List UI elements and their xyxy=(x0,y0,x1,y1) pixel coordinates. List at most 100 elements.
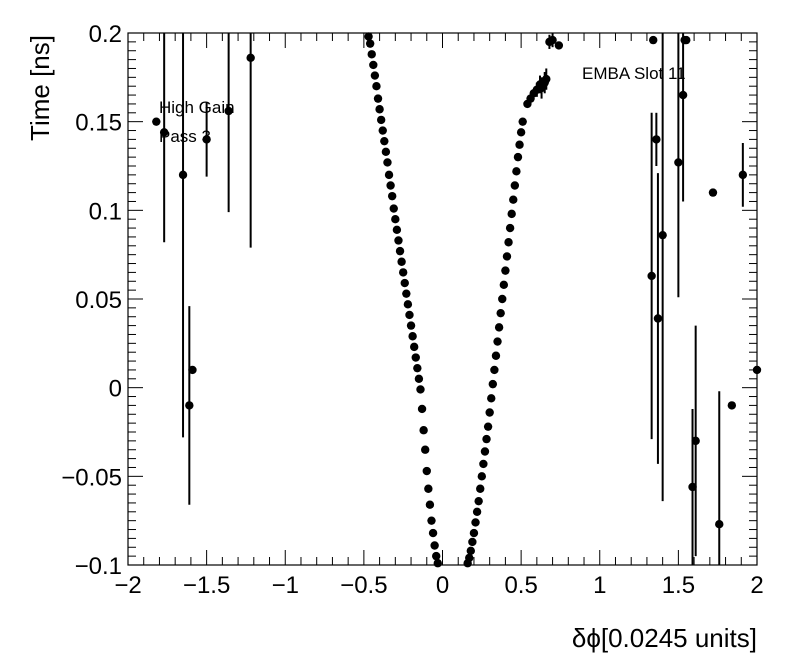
x-tick-label: −1.5 xyxy=(183,572,230,599)
data-point xyxy=(652,135,661,144)
data-point xyxy=(202,135,211,144)
data-point xyxy=(487,394,496,403)
data-point xyxy=(409,342,419,352)
data-point xyxy=(422,466,431,476)
data-point xyxy=(152,117,161,126)
y-tick-label: 0.1 xyxy=(89,198,122,225)
data-point xyxy=(159,128,169,137)
data-point xyxy=(417,404,427,414)
data-point xyxy=(432,551,441,561)
data-point xyxy=(485,408,494,417)
data-point xyxy=(474,496,483,506)
data-point xyxy=(715,520,724,529)
data-point xyxy=(480,447,490,456)
data-point xyxy=(482,434,491,444)
data-point xyxy=(469,528,479,538)
data-point xyxy=(178,170,188,180)
data-point xyxy=(364,32,373,41)
data-point xyxy=(367,50,376,59)
data-point xyxy=(493,337,502,346)
data-point xyxy=(402,289,411,298)
data-point xyxy=(708,188,718,197)
data-point xyxy=(691,436,700,446)
data-point xyxy=(433,559,442,568)
data-point xyxy=(468,537,477,547)
x-tick-label: −1 xyxy=(272,572,299,599)
data-point xyxy=(491,351,501,360)
data-point xyxy=(408,332,417,341)
data-point xyxy=(466,546,476,556)
y-axis: −0.1 −0.05 0 0.05 0.1 0.15 0.2 xyxy=(61,21,757,580)
data-point xyxy=(406,321,416,330)
data-point xyxy=(465,553,474,563)
data-point xyxy=(373,94,383,103)
data-point xyxy=(428,528,438,538)
data-point xyxy=(504,238,513,247)
data-point xyxy=(375,105,384,114)
data-point xyxy=(397,257,406,266)
data-point xyxy=(674,158,683,167)
data-point xyxy=(224,106,233,116)
data-point xyxy=(421,445,430,454)
y-tick-label: 0.05 xyxy=(75,287,122,314)
data-point xyxy=(378,126,387,135)
data-point xyxy=(727,401,737,410)
data-point xyxy=(188,365,197,375)
x-tick-label: 1.5 xyxy=(662,572,695,599)
data-point xyxy=(499,280,509,290)
data-point xyxy=(502,252,512,261)
data-point xyxy=(510,181,520,190)
data-point xyxy=(476,484,485,493)
y-axis-title: Time [ns] xyxy=(25,35,55,141)
annotation-emba-slot: EMBA Slot 11 xyxy=(582,64,686,83)
data-point xyxy=(515,140,524,149)
data-point xyxy=(505,223,515,233)
data-point xyxy=(501,266,510,275)
data-point xyxy=(387,191,397,201)
data-point xyxy=(488,379,498,389)
y-tick-label: 0.2 xyxy=(89,21,122,48)
x-axis-title: δϕ[0.0245 units] xyxy=(572,623,757,653)
data-point xyxy=(395,246,405,256)
data-point xyxy=(496,308,505,318)
data-point xyxy=(365,39,375,48)
data-point xyxy=(185,401,194,410)
data-point xyxy=(381,147,391,157)
data-point xyxy=(400,278,409,288)
data-point xyxy=(658,230,667,240)
data-point xyxy=(403,300,413,309)
data-point xyxy=(554,41,564,50)
data-point xyxy=(394,236,403,245)
y-tick-label: 0 xyxy=(109,376,122,403)
x-axis: −2 −1.5 −1 −0.5 0 0.5 1 1.5 2 xyxy=(114,33,764,599)
data-point xyxy=(416,385,425,394)
data-point xyxy=(430,541,439,550)
data-point xyxy=(398,268,408,277)
x-tick-label: −0.5 xyxy=(340,572,387,599)
data-point xyxy=(370,71,380,80)
y-tick-label: −0.1 xyxy=(75,553,122,580)
data-point xyxy=(678,90,688,100)
data-point xyxy=(246,53,255,63)
x-tick-label: 0 xyxy=(436,572,449,599)
x-tick-label: 2 xyxy=(750,572,763,599)
y-tick-label: −0.05 xyxy=(61,464,122,491)
data-point xyxy=(653,314,663,323)
data-point xyxy=(649,35,658,45)
data-point xyxy=(384,170,394,180)
data-point xyxy=(380,136,389,146)
data-point xyxy=(372,82,381,91)
data-point xyxy=(688,482,697,492)
data-point xyxy=(498,294,507,304)
data-point xyxy=(424,484,433,493)
data-point xyxy=(513,152,523,162)
data-point xyxy=(477,472,487,481)
x-tick-label: 1 xyxy=(593,572,606,599)
annotation-high-gain: High Gain xyxy=(159,98,235,117)
data-point xyxy=(490,365,499,375)
data-points-layer xyxy=(152,32,762,568)
data-point xyxy=(383,158,392,167)
data-point xyxy=(516,128,526,137)
data-point xyxy=(369,60,378,70)
